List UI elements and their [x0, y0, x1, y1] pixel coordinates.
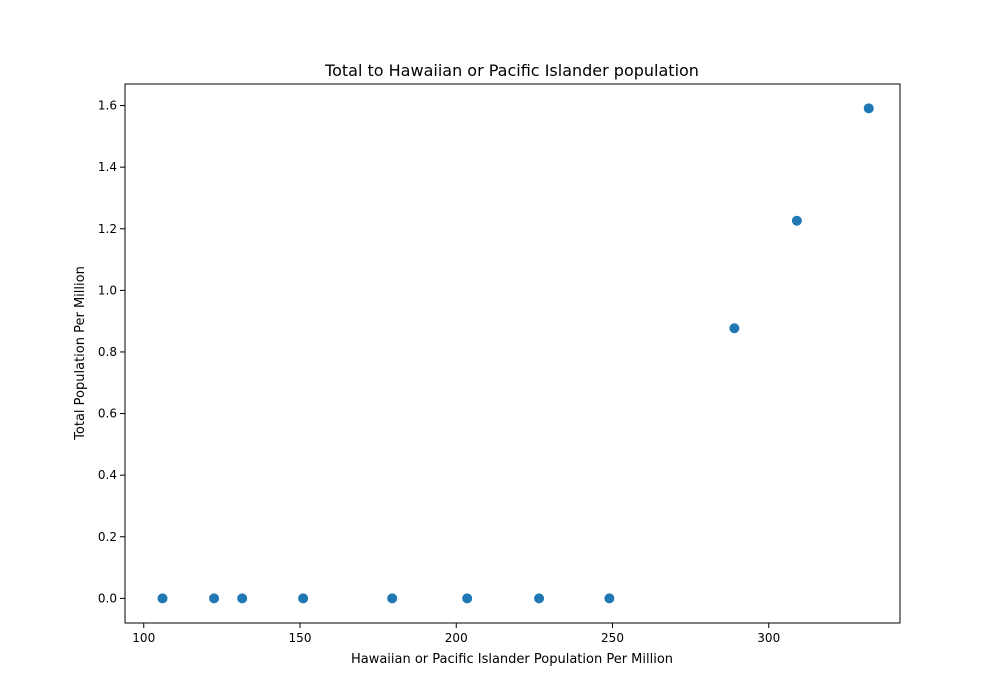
data-point — [791, 215, 802, 226]
y-tick-label: 0.8 — [98, 345, 117, 359]
y-tick-label: 1.4 — [98, 160, 117, 174]
data-point — [534, 593, 545, 604]
y-tick-label: 0.6 — [98, 407, 117, 421]
x-tick-label: 250 — [601, 631, 624, 645]
y-tick-label: 1.2 — [98, 222, 117, 236]
x-axis-label: Hawaiian or Pacific Islander Population … — [351, 652, 673, 667]
data-point — [729, 323, 740, 334]
data-point — [209, 593, 220, 604]
x-tick-label: 150 — [289, 631, 312, 645]
y-tick-label: 0.2 — [98, 530, 117, 544]
x-tick-label: 300 — [757, 631, 780, 645]
y-tick-label: 1.6 — [98, 99, 117, 113]
y-tick-label: 1.0 — [98, 283, 117, 297]
data-point — [157, 593, 168, 604]
x-axis: 100 150 200 250 300 — [132, 623, 780, 645]
plot-frame — [124, 83, 901, 624]
data-point — [387, 593, 398, 604]
data-point — [462, 593, 473, 604]
y-tick-label: 0.0 — [98, 591, 117, 605]
data-points — [157, 103, 874, 604]
data-point — [604, 593, 615, 604]
y-tick-label: 0.4 — [98, 468, 117, 482]
x-tick-label: 200 — [445, 631, 468, 645]
data-point — [298, 593, 309, 604]
y-axis: 0.0 0.2 0.4 0.6 0.8 1.0 1.2 1.4 1.6 — [98, 99, 125, 605]
data-point — [863, 103, 874, 114]
data-point — [237, 593, 248, 604]
chart-title: Total to Hawaiian or Pacific Islander po… — [324, 61, 699, 80]
x-tick-label: 100 — [132, 631, 155, 645]
y-axis-label: Total Population Per Million — [73, 266, 88, 441]
